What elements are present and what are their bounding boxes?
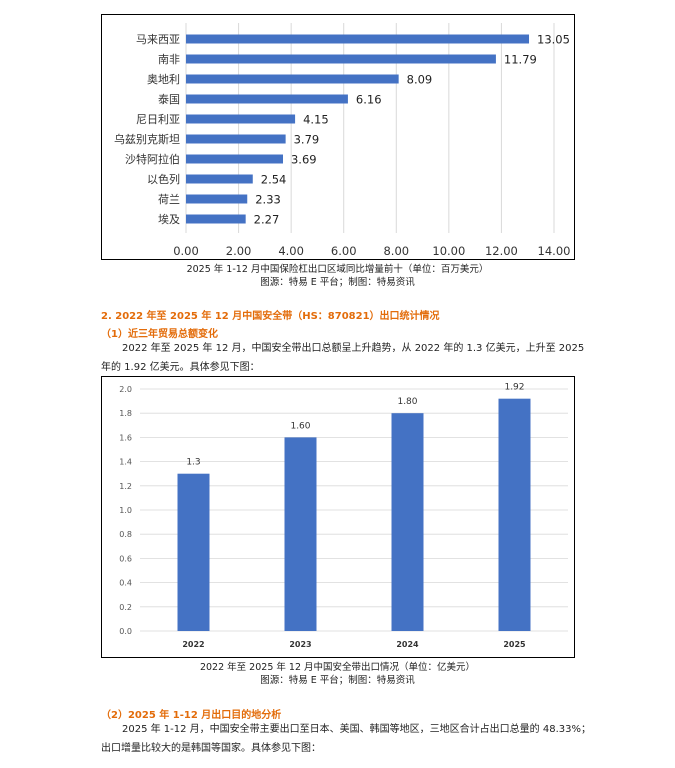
paragraph-2-line-2: 出口增量比较大的是韩国等国家。具体参见下图： xyxy=(101,743,321,754)
y-tick-label: 0.0 xyxy=(119,627,132,636)
seatbelt-export-chart: 0.0 0.2 0.4 0.6 0.8 1.0 1.2 1.4 1.6 1.8 2.0 1.3 2022… xyxy=(101,376,575,658)
bar xyxy=(186,54,496,64)
y-tick-label: 1.4 xyxy=(119,458,132,467)
y-tick-label: 1.2 xyxy=(119,482,132,491)
data-label: 4.15 xyxy=(303,113,329,127)
bar xyxy=(186,94,348,104)
bar xyxy=(186,174,253,184)
chart1-source: 图源：特易 E 平台；制图：特易资讯 xyxy=(260,277,415,288)
data-label: 13.05 xyxy=(537,33,570,47)
bar xyxy=(186,114,296,124)
x-tick-label: 8.00 xyxy=(383,244,409,258)
bar xyxy=(284,437,317,631)
bar xyxy=(186,34,530,44)
category-label: 埃及 xyxy=(158,212,180,226)
chart2-title: 2022 年至 2025 年 12 月中国安全带出口情况（单位：亿美元） xyxy=(199,662,476,673)
x-tick-label: 2.00 xyxy=(226,244,252,258)
category-label: 乌兹别克斯坦 xyxy=(114,132,180,146)
section2-paragraph-2: 2025 年 1-12 月，中国安全带主要出口至日本、美国、韩国等地区，三地区合… xyxy=(101,720,591,758)
data-label: 1.92 xyxy=(504,383,524,393)
data-label: 11.79 xyxy=(504,53,537,67)
category-label: 荷兰 xyxy=(158,193,180,206)
data-label: 1.60 xyxy=(290,421,310,431)
chart1-svg: 0.00 2.00 4.00 6.00 8.00 10.00 12.00 14.00 马来西亚 1… xyxy=(114,23,571,258)
x-tick-label: 14.00 xyxy=(538,244,571,258)
y-tick-label: 0.6 xyxy=(119,554,132,563)
data-label: 1.80 xyxy=(397,397,417,407)
bar xyxy=(186,134,286,144)
section2-subheading-2: （2）2025 年 1-12 月出口目的地分析 xyxy=(101,710,282,721)
y-tick-label: 0.2 xyxy=(119,603,132,612)
x-category-label: 2022 xyxy=(182,640,204,649)
data-label: 6.16 xyxy=(356,93,382,107)
category-label: 以色列 xyxy=(147,172,180,186)
paragraph-1-line-1: 2022 年至 2025 年 12 月，中国安全带出口总额呈上升趋势，从 202… xyxy=(122,343,585,354)
data-label: 1.3 xyxy=(186,458,200,468)
x-tick-label: 4.00 xyxy=(278,244,304,258)
bar xyxy=(177,473,210,631)
data-label: 8.09 xyxy=(407,73,433,87)
chart2-source: 图源：特易 E 平台；制图：特易资讯 xyxy=(260,675,415,686)
bar xyxy=(186,194,248,204)
category-label: 泰国 xyxy=(158,92,180,106)
category-label: 马来西亚 xyxy=(136,33,180,46)
x-tick-label: 12.00 xyxy=(485,244,518,258)
y-tick-label: 0.8 xyxy=(119,530,132,539)
y-tick-label: 1.6 xyxy=(119,433,132,442)
category-label: 奥地利 xyxy=(147,72,180,86)
x-tick-label: 10.00 xyxy=(432,244,465,258)
section2-paragraph-1: 2022 年至 2025 年 12 月，中国安全带出口总额呈上升趋势，从 202… xyxy=(101,339,585,377)
x-category-label: 2023 xyxy=(289,640,311,649)
x-tick-label: 0.00 xyxy=(173,244,199,258)
bar xyxy=(391,413,424,631)
data-label: 3.79 xyxy=(294,133,320,147)
data-label: 2.33 xyxy=(255,193,281,207)
category-label: 南非 xyxy=(158,53,180,66)
y-tick-label: 2.0 xyxy=(119,385,132,394)
section2-subheading-1: （1）近三年贸易总额变化 xyxy=(101,329,218,340)
chart1-caption: 2025 年 1-12 月中国保险杠出口区域同比增量前十（单位：百万美元） 图源… xyxy=(0,263,675,289)
bar xyxy=(186,154,283,164)
x-tick-label: 6.00 xyxy=(331,244,357,258)
chart2-caption: 2022 年至 2025 年 12 月中国安全带出口情况（单位：亿美元） 图源：… xyxy=(0,661,675,687)
y-tick-label: 1.0 xyxy=(119,506,132,515)
data-label: 2.27 xyxy=(254,213,280,227)
bar xyxy=(186,74,399,84)
category-label: 尼日利亚 xyxy=(136,113,180,126)
export-growth-top10-chart: 0.00 2.00 4.00 6.00 8.00 10.00 12.00 14.00 马来西亚 1… xyxy=(101,14,575,260)
chart2-svg: 0.0 0.2 0.4 0.6 0.8 1.0 1.2 1.4 1.6 1.8 2.0 1.3 2022… xyxy=(119,383,568,649)
bar xyxy=(498,398,531,631)
data-label: 2.54 xyxy=(261,173,287,187)
y-tick-label: 0.4 xyxy=(119,579,132,588)
y-tick-label: 1.8 xyxy=(119,409,132,418)
x-category-label: 2024 xyxy=(396,640,419,649)
paragraph-1-line-2: 年的 1.92 亿美元。具体参见下图： xyxy=(101,362,260,373)
data-label: 3.69 xyxy=(291,153,317,167)
bar xyxy=(186,214,246,224)
section2-heading: 2. 2022 年至 2025 年 12 月中国安全带（HS：870821）出口… xyxy=(101,311,440,322)
x-category-label: 2025 xyxy=(503,640,526,649)
chart1-title: 2025 年 1-12 月中国保险杠出口区域同比增量前十（单位：百万美元） xyxy=(186,264,489,275)
category-label: 沙特阿拉伯 xyxy=(125,152,180,166)
paragraph-2-line-1: 2025 年 1-12 月，中国安全带主要出口至日本、美国、韩国等地区，三地区合… xyxy=(122,724,591,735)
